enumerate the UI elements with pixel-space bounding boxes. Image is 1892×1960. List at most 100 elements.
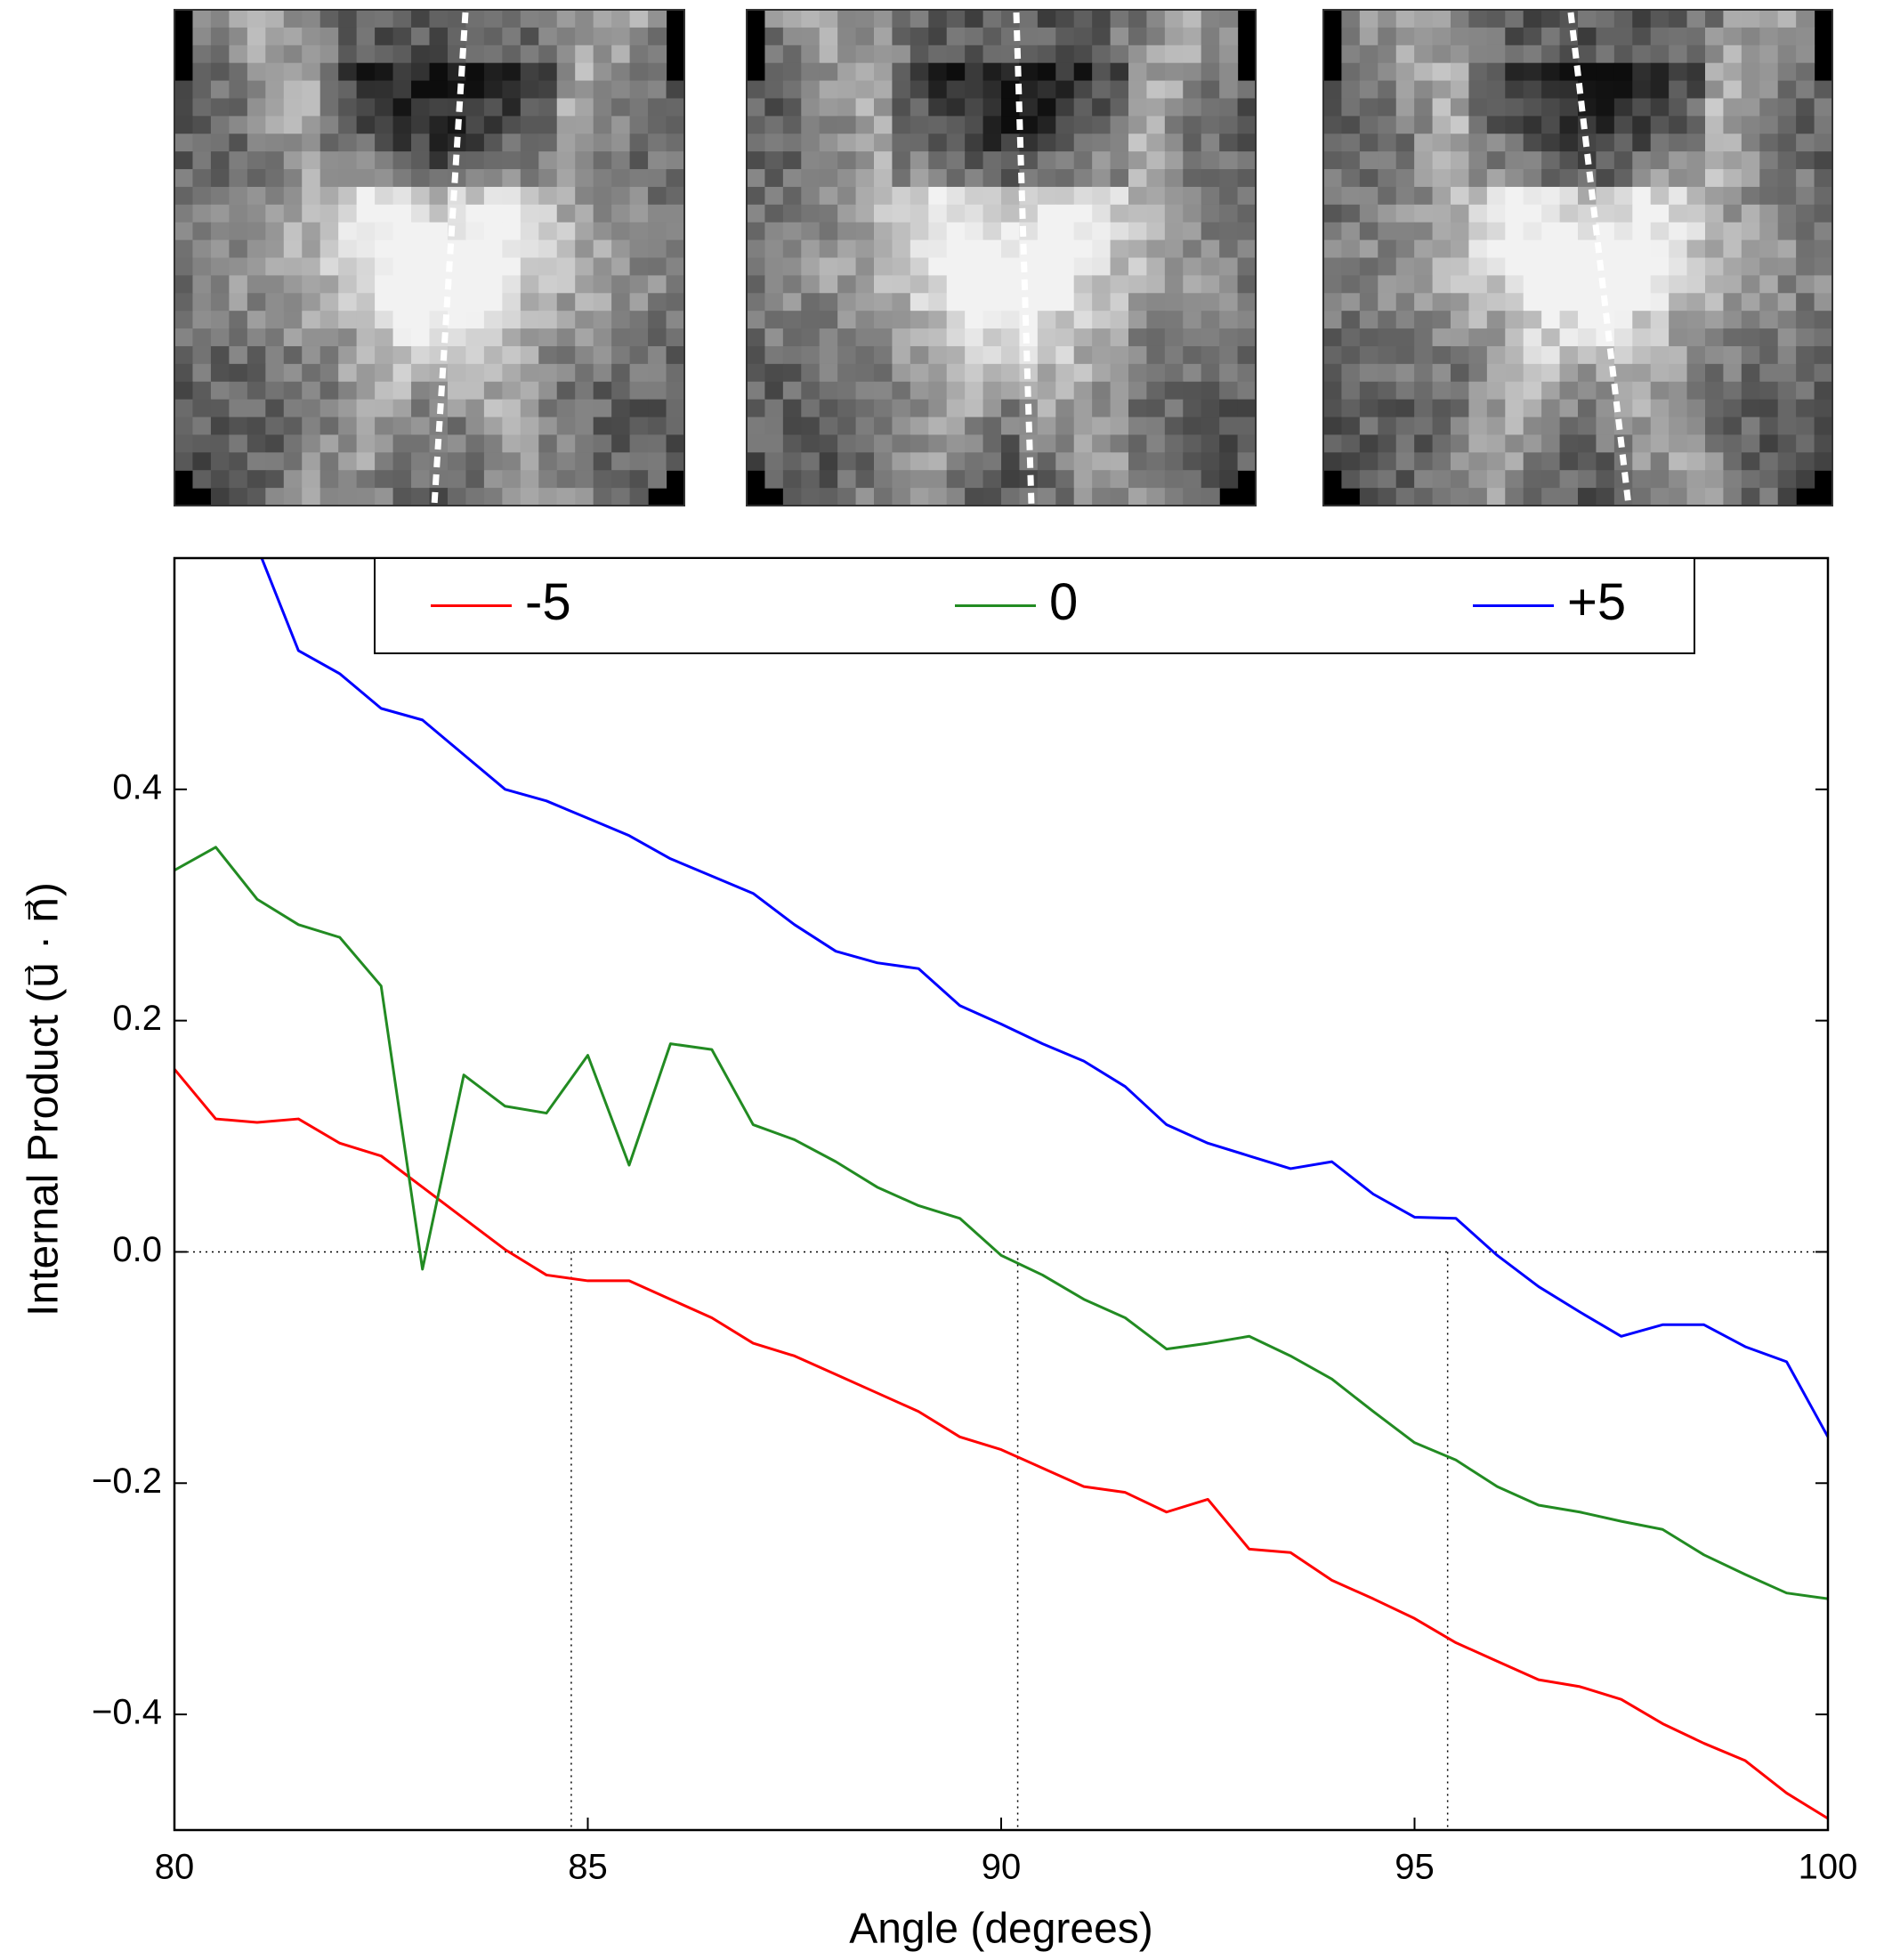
image-pixel bbox=[1073, 328, 1093, 347]
image-pixel bbox=[648, 62, 667, 82]
image-pixel bbox=[1723, 488, 1742, 506]
image-pixel bbox=[210, 470, 230, 489]
image-pixel bbox=[1686, 239, 1706, 259]
image-pixel bbox=[1164, 417, 1184, 436]
image-pixel bbox=[1559, 452, 1579, 471]
image-pixel bbox=[1432, 452, 1451, 471]
image-pixel bbox=[1219, 239, 1239, 259]
image-pixel bbox=[356, 293, 376, 312]
image-pixel bbox=[1451, 257, 1470, 276]
image-pixel bbox=[1541, 345, 1561, 365]
image-pixel bbox=[1219, 345, 1239, 365]
image-pixel bbox=[1705, 10, 1725, 28]
image-pixel bbox=[1001, 257, 1021, 276]
image-pixel bbox=[520, 328, 539, 347]
image-pixel bbox=[1323, 399, 1343, 418]
image-pixel bbox=[910, 239, 929, 259]
image-pixel bbox=[1323, 134, 1343, 152]
image-pixel bbox=[1632, 293, 1652, 312]
image-pixel bbox=[1201, 311, 1220, 329]
image-pixel bbox=[575, 239, 594, 259]
image-pixel bbox=[764, 10, 784, 28]
image-pixel bbox=[648, 134, 667, 152]
image-pixel bbox=[764, 328, 784, 347]
image-pixel bbox=[174, 275, 194, 294]
image-pixel bbox=[593, 275, 612, 294]
image-pixel bbox=[229, 116, 248, 134]
image-pixel bbox=[465, 239, 485, 259]
image-pixel bbox=[411, 452, 431, 471]
image-pixel bbox=[1705, 311, 1725, 329]
image-pixel bbox=[1001, 222, 1021, 241]
image-pixel bbox=[855, 328, 875, 347]
image-pixel bbox=[666, 345, 685, 365]
image-pixel bbox=[1669, 204, 1688, 223]
image-pixel bbox=[855, 27, 875, 46]
image-pixel bbox=[411, 204, 431, 223]
image-pixel bbox=[629, 381, 649, 401]
image-pixel bbox=[1705, 239, 1725, 259]
image-pixel bbox=[356, 204, 376, 223]
image-pixel bbox=[874, 116, 893, 134]
image-pixel bbox=[1486, 345, 1506, 365]
image-pixel bbox=[520, 98, 539, 117]
image-pixel bbox=[538, 417, 558, 436]
image-pixel bbox=[1395, 62, 1415, 82]
image-pixel bbox=[1341, 470, 1361, 489]
image-pixel bbox=[648, 257, 667, 276]
image-pixel bbox=[392, 257, 412, 276]
image-pixel bbox=[629, 116, 649, 134]
image-pixel bbox=[1128, 151, 1148, 170]
image-pixel bbox=[174, 452, 194, 471]
image-pixel bbox=[1414, 169, 1434, 188]
image-pixel bbox=[801, 204, 821, 223]
image-pixel bbox=[1359, 470, 1379, 489]
image-pixel bbox=[648, 80, 667, 100]
image-pixel bbox=[855, 134, 875, 152]
image-pixel bbox=[210, 186, 230, 206]
image-pixel bbox=[1201, 328, 1220, 347]
image-pixel bbox=[1486, 275, 1506, 294]
image-pixel bbox=[1378, 45, 1397, 64]
image-pixel bbox=[302, 27, 321, 46]
image-pixel bbox=[1201, 116, 1220, 134]
image-pixel bbox=[747, 363, 766, 383]
image-pixel bbox=[356, 488, 376, 506]
image-pixel bbox=[1055, 62, 1075, 82]
image-pixel bbox=[319, 452, 339, 471]
image-pixel bbox=[429, 186, 449, 206]
image-pixel bbox=[1183, 134, 1202, 152]
image-pixel bbox=[1037, 381, 1056, 401]
image-pixel bbox=[1432, 488, 1451, 506]
image-pixel bbox=[1613, 186, 1633, 206]
image-pixel bbox=[1578, 328, 1597, 347]
image-pixel bbox=[892, 275, 911, 294]
image-pixel bbox=[1505, 452, 1524, 471]
image-pixel bbox=[666, 98, 685, 117]
image-pixel bbox=[1723, 204, 1742, 223]
image-pixel bbox=[892, 452, 911, 471]
image-pixel bbox=[229, 311, 248, 329]
image-pixel bbox=[1092, 204, 1112, 223]
plot: −0.4−0.20.00.20.480 85 90 95 100-5 0 +5 bbox=[92, 556, 1857, 1887]
image-pixel bbox=[1486, 293, 1506, 312]
image-pixel bbox=[928, 488, 948, 506]
image-pixel bbox=[1759, 62, 1779, 82]
image-pixel bbox=[837, 363, 857, 383]
image-pixel bbox=[1705, 275, 1725, 294]
image-pixel bbox=[1359, 151, 1379, 170]
image-pixel bbox=[302, 399, 321, 418]
image-pixel bbox=[1523, 45, 1542, 64]
image-pixel bbox=[1613, 62, 1633, 82]
image-pixel bbox=[538, 134, 558, 152]
image-pixel bbox=[1146, 452, 1166, 471]
image-pixel bbox=[837, 257, 857, 276]
image-pixel bbox=[1669, 470, 1688, 489]
image-pixel bbox=[1723, 434, 1742, 453]
image-pixel bbox=[392, 311, 412, 329]
image-pixel bbox=[392, 62, 412, 82]
image-pixel bbox=[1505, 381, 1524, 401]
image-pixel bbox=[764, 311, 784, 329]
image-pixel bbox=[782, 257, 802, 276]
image-pixel bbox=[1669, 10, 1688, 28]
